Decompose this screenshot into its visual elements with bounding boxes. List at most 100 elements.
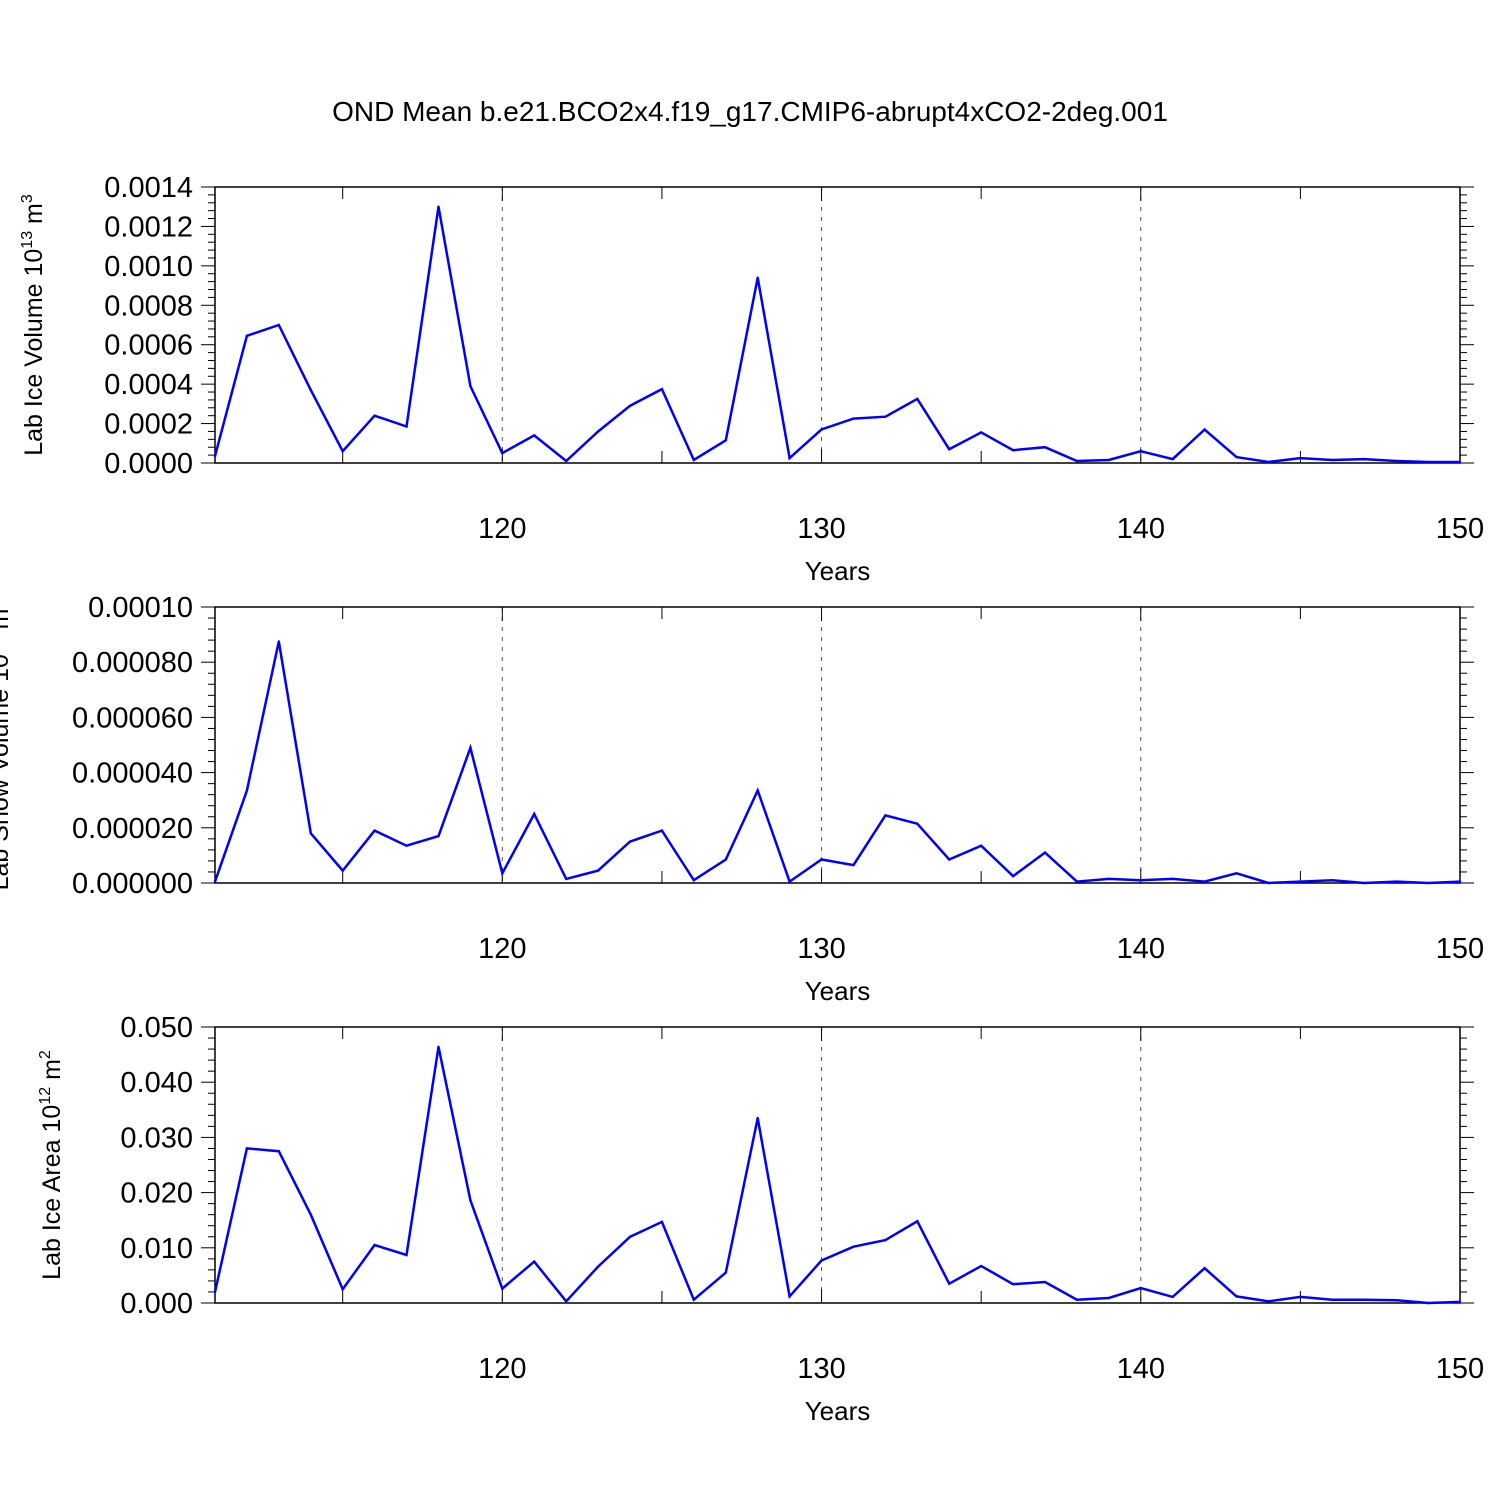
data-point [724, 1271, 727, 1274]
y-axis-label-exponent: 13 [19, 231, 36, 249]
data-point [979, 844, 983, 847]
data-point [660, 1220, 664, 1224]
data-point [852, 1245, 855, 1248]
x-tick-label: 130 [797, 1353, 845, 1385]
data-point [1171, 1295, 1174, 1299]
y-tick-label: 0.0014 [104, 172, 193, 204]
data-point [692, 1298, 696, 1301]
y-tick-label: 0.0006 [104, 330, 193, 362]
data-point [1235, 455, 1238, 459]
data-point [1267, 881, 1270, 885]
data-point [660, 829, 664, 832]
data-point [596, 430, 600, 433]
data-point [277, 1150, 281, 1153]
data-point [213, 880, 217, 883]
plot-frame [214, 1026, 1461, 1304]
x-tick-label: 140 [1117, 513, 1165, 545]
chart-panel-3: 0.000 0.010 0.020 0.030 0.040 0.050 120 130 140 1… [37, 1012, 1484, 1426]
data-point [564, 1300, 568, 1303]
y-axis-label-unit-exponent: 3 [0, 600, 2, 609]
y-tick-label: 0.0012 [104, 211, 193, 243]
y-axis-label-text: Lab Ice Area 10 [38, 1105, 66, 1280]
series-line [213, 206, 1460, 464]
x-axis-label: Years [805, 556, 871, 586]
data-point [1107, 1296, 1111, 1300]
data-point [1458, 460, 1462, 464]
data-point [373, 829, 376, 832]
series-line [213, 641, 1461, 885]
data-point [405, 425, 408, 428]
data-point [692, 458, 696, 462]
x-tick-label: 140 [1117, 1353, 1165, 1385]
y-tick-label: 0.000080 [72, 647, 193, 679]
data-point [1139, 879, 1142, 882]
data-point [1331, 879, 1334, 882]
data-point [1426, 881, 1430, 885]
data-point [1458, 1300, 1462, 1304]
data-point [852, 417, 855, 420]
data-point [501, 451, 504, 455]
plot-frame [214, 186, 1461, 464]
y-tick-label: 0.020 [120, 1178, 193, 1210]
data-point [469, 384, 472, 388]
data-point [820, 1259, 823, 1262]
chart-panel-2: 0.000000 0.000020 0.000040 0.000060 0.000080… [0, 592, 1484, 1006]
data-point [533, 812, 536, 816]
data-point [724, 439, 727, 442]
x-axis-label: Years [805, 1396, 871, 1426]
data-point [948, 1282, 951, 1285]
series-line [213, 1046, 1461, 1305]
y-tick-label: 0.000040 [72, 758, 193, 790]
y-tick-label: 0.0000 [104, 448, 193, 480]
data-point [245, 1147, 249, 1150]
data-point [1203, 1267, 1206, 1270]
data-point [405, 844, 408, 847]
x-tick-label: 150 [1436, 513, 1484, 545]
data-point [596, 869, 600, 872]
data-point [692, 879, 696, 882]
data-point [1394, 880, 1398, 883]
data-point [1235, 872, 1238, 875]
data-point [788, 1295, 791, 1298]
y-axis-label-text: Lab Snow Volume 10 [0, 654, 14, 890]
y-tick-label: 0.030 [120, 1122, 193, 1154]
data-point [628, 840, 632, 843]
data-point [1426, 460, 1430, 464]
data-point [1203, 880, 1206, 883]
x-axis-label: Years [805, 976, 871, 1006]
data-point [1075, 459, 1079, 463]
data-point [1043, 1280, 1047, 1284]
data-point [309, 832, 312, 835]
data-point [884, 814, 887, 817]
data-point [628, 1235, 632, 1238]
data-point [628, 404, 632, 408]
data-point [1011, 874, 1015, 878]
data-point [1107, 877, 1111, 881]
data-point [309, 1213, 312, 1216]
x-tick-label: 120 [478, 1353, 526, 1385]
data-point [1331, 458, 1334, 462]
data-point [884, 415, 887, 418]
data-point [1394, 1299, 1398, 1302]
data-point [916, 1220, 919, 1223]
x-tick-label: 140 [1117, 933, 1165, 965]
data-point [1299, 880, 1302, 883]
data-point [756, 276, 759, 279]
data-point [245, 334, 249, 338]
data-point [1011, 448, 1015, 452]
data-point [1107, 458, 1111, 462]
x-tick-label: 150 [1436, 1353, 1484, 1385]
data-point [1075, 1298, 1079, 1301]
y-axis-label-unit-exponent: 3 [19, 194, 36, 203]
y-tick-label: 0.000 [120, 1288, 193, 1320]
y-tick-label: 0.00010 [88, 592, 193, 624]
data-point [564, 877, 568, 881]
data-point [1299, 456, 1302, 460]
y-axis-label-unit: m [20, 203, 48, 231]
data-point [979, 431, 983, 434]
data-point [1075, 880, 1079, 883]
data-point [341, 869, 344, 872]
data-point [1331, 1298, 1334, 1301]
y-axis-label-exponent: 13 [0, 636, 2, 654]
data-point [916, 822, 919, 825]
